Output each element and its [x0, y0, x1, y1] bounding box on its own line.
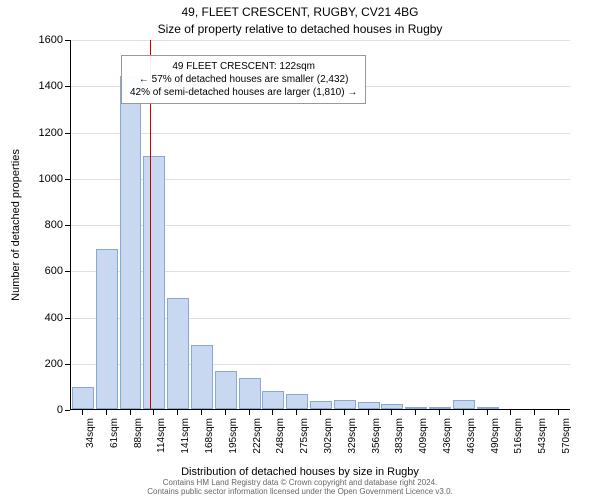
x-tick-label: 302sqm	[323, 418, 334, 468]
x-tick-mark	[391, 410, 392, 415]
y-tick-label: 200	[28, 358, 63, 370]
x-tick-label: 141sqm	[180, 418, 191, 468]
y-tick-label: 1000	[28, 173, 63, 185]
chart-title-sub: Size of property relative to detached ho…	[0, 22, 600, 36]
x-tick-label: 409sqm	[418, 418, 429, 468]
x-tick-label: 329sqm	[347, 418, 358, 468]
histogram-bar	[262, 391, 284, 410]
x-tick-mark	[439, 410, 440, 415]
histogram-bar	[191, 345, 213, 409]
histogram-bar	[96, 249, 118, 409]
x-tick-label: 570sqm	[561, 418, 572, 468]
x-tick-label: 61sqm	[109, 418, 120, 468]
x-tick-mark	[201, 410, 202, 415]
y-tick-label: 1600	[28, 34, 63, 46]
y-tick-label: 600	[28, 265, 63, 277]
x-tick-label: 275sqm	[299, 418, 310, 468]
annotation-line1: 49 FLEET CRESCENT: 122sqm	[130, 60, 357, 73]
histogram-bar	[143, 156, 165, 409]
x-tick-mark	[130, 410, 131, 415]
x-tick-mark	[320, 410, 321, 415]
annotation-line3: 42% of semi-detached houses are larger (…	[130, 86, 357, 99]
x-tick-label: 436sqm	[442, 418, 453, 468]
gridline	[71, 133, 570, 134]
histogram-bar	[334, 400, 356, 409]
x-tick-mark	[344, 410, 345, 415]
histogram-bar	[72, 387, 94, 409]
plot-area: 49 FLEET CRESCENT: 122sqm ← 57% of detac…	[70, 40, 570, 410]
histogram-bar	[405, 407, 427, 409]
y-tick-label: 400	[28, 312, 63, 324]
x-tick-mark	[153, 410, 154, 415]
attribution-line1: Contains HM Land Registry data © Crown c…	[0, 478, 600, 488]
x-tick-mark	[177, 410, 178, 415]
x-tick-mark	[487, 410, 488, 415]
y-axis-label: Number of detached properties	[10, 149, 22, 301]
x-tick-label: 543sqm	[537, 418, 548, 468]
x-tick-label: 88sqm	[133, 418, 144, 468]
attribution: Contains HM Land Registry data © Crown c…	[0, 478, 600, 497]
x-tick-mark	[463, 410, 464, 415]
x-tick-mark	[272, 410, 273, 415]
histogram-bar	[120, 76, 142, 409]
x-tick-label: 248sqm	[275, 418, 286, 468]
annotation-line2: ← 57% of detached houses are smaller (2,…	[130, 73, 357, 86]
histogram-bar	[286, 394, 308, 409]
x-tick-label: 34sqm	[85, 418, 96, 468]
y-tick-label: 0	[28, 404, 63, 416]
histogram-bar	[477, 407, 499, 409]
x-tick-mark	[415, 410, 416, 415]
x-tick-label: 490sqm	[490, 418, 501, 468]
gridline	[71, 40, 570, 41]
chart-title-main: 49, FLEET CRESCENT, RUGBY, CV21 4BG	[0, 5, 600, 19]
x-tick-mark	[82, 410, 83, 415]
x-tick-label: 463sqm	[466, 418, 477, 468]
x-tick-label: 114sqm	[156, 418, 167, 468]
attribution-line2: Contains public sector information licen…	[0, 487, 600, 497]
x-tick-label: 383sqm	[394, 418, 405, 468]
x-tick-mark	[558, 410, 559, 415]
x-tick-label: 356sqm	[371, 418, 382, 468]
x-tick-label: 195sqm	[228, 418, 239, 468]
x-tick-mark	[534, 410, 535, 415]
x-tick-label: 222sqm	[252, 418, 263, 468]
y-tick-mark	[65, 410, 70, 411]
x-tick-mark	[296, 410, 297, 415]
x-tick-label: 516sqm	[513, 418, 524, 468]
histogram-bar	[453, 400, 475, 409]
annotation-box: 49 FLEET CRESCENT: 122sqm ← 57% of detac…	[121, 55, 366, 104]
chart-container: 49, FLEET CRESCENT, RUGBY, CV21 4BG Size…	[0, 0, 600, 500]
x-tick-mark	[106, 410, 107, 415]
histogram-bar	[429, 407, 451, 409]
x-axis-label: Distribution of detached houses by size …	[0, 466, 600, 478]
y-tick-label: 800	[28, 219, 63, 231]
histogram-bar	[215, 371, 237, 409]
histogram-bar	[310, 401, 332, 409]
x-tick-label: 168sqm	[204, 418, 215, 468]
x-tick-mark	[510, 410, 511, 415]
x-tick-mark	[249, 410, 250, 415]
histogram-bar	[167, 298, 189, 409]
y-tick-label: 1200	[28, 127, 63, 139]
histogram-bar	[239, 378, 261, 409]
x-tick-mark	[225, 410, 226, 415]
x-tick-mark	[368, 410, 369, 415]
histogram-bar	[358, 402, 380, 409]
y-tick-label: 1400	[28, 80, 63, 92]
histogram-bar	[381, 404, 403, 409]
